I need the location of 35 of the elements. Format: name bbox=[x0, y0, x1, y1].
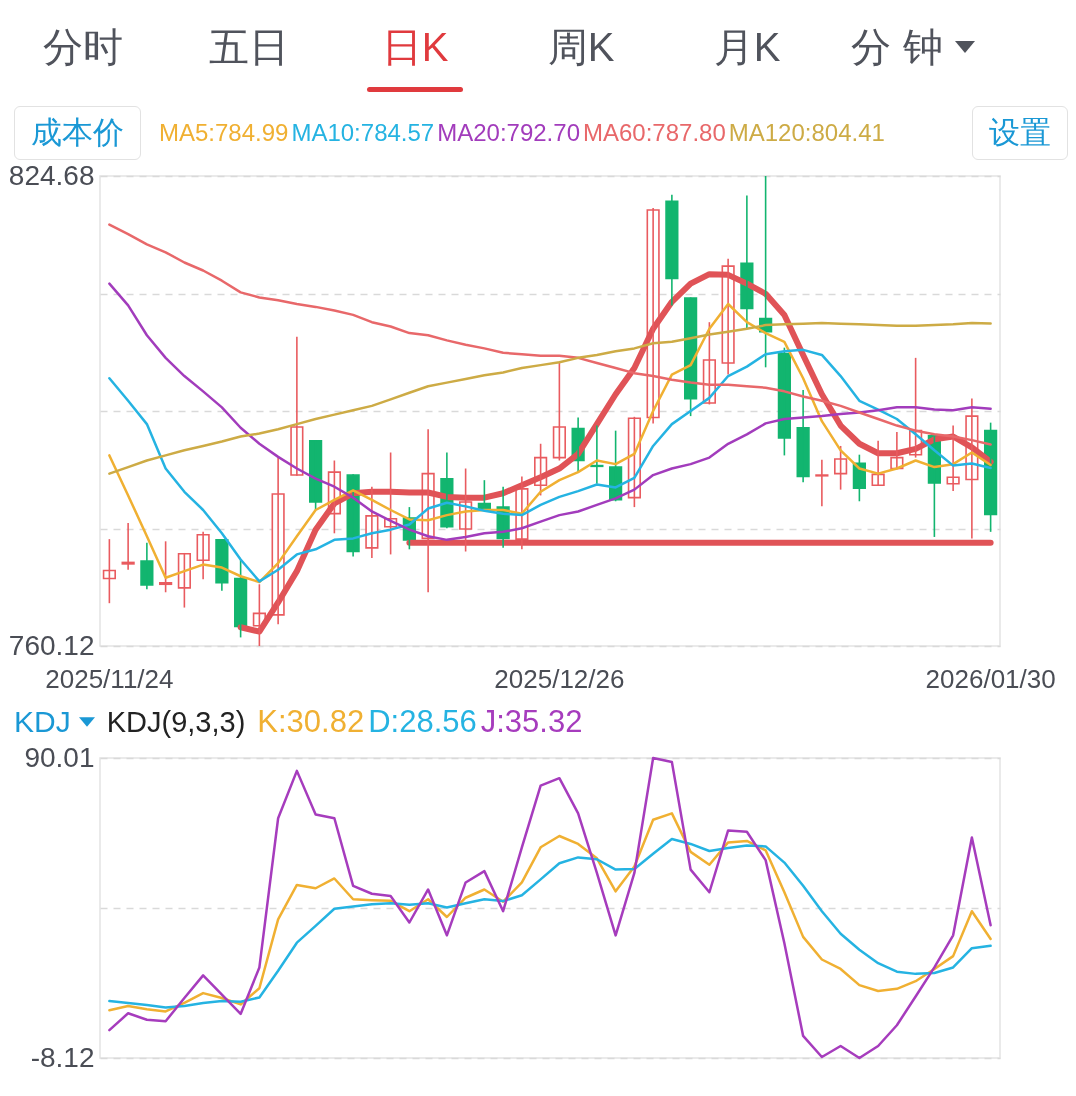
y-tick-label: 760.12 bbox=[8, 629, 95, 661]
text: MA5:784.99 bbox=[159, 119, 289, 147]
category-label: 分 钟 bbox=[851, 23, 943, 71]
category-label: 周K bbox=[547, 23, 615, 71]
x-tick-label: 2025/12/26 bbox=[494, 663, 625, 694]
y-tick-label: 824.68 bbox=[8, 159, 95, 191]
category-label: 月K bbox=[713, 23, 781, 71]
series-label: J:35.32 bbox=[480, 704, 583, 740]
chart-title: KDJ bbox=[14, 705, 71, 739]
x-tick-label: 2026/01/30 bbox=[925, 663, 1056, 694]
candlestick bbox=[159, 540, 173, 594]
candlestick bbox=[815, 458, 829, 508]
line-series bbox=[108, 223, 992, 446]
button: 成本价 bbox=[14, 106, 141, 160]
line-series bbox=[108, 282, 992, 542]
line-series bbox=[108, 756, 992, 1060]
text: K:30.82 bbox=[257, 704, 365, 740]
candlestick bbox=[946, 424, 960, 492]
y-tick-label: -8.12 bbox=[30, 1041, 95, 1073]
line-series bbox=[108, 302, 992, 584]
text: D:28.56 bbox=[368, 704, 477, 740]
category-label: 日K bbox=[381, 23, 449, 71]
button: 设置 bbox=[972, 106, 1068, 160]
line-series bbox=[108, 348, 992, 583]
text: MA20:792.70 bbox=[437, 119, 580, 147]
text: MA10:784.57 bbox=[291, 119, 435, 147]
y-tick-label: 90.01 bbox=[24, 741, 95, 773]
text: MA60:787.80 bbox=[582, 119, 726, 147]
text: MA120:804.41 bbox=[728, 119, 885, 147]
chart-subtitle: KDJ(9,3,3) bbox=[106, 705, 246, 739]
x-tick-label: 2025/11/24 bbox=[45, 663, 174, 694]
candlestick bbox=[552, 360, 566, 462]
category-label: 分时 bbox=[43, 23, 123, 71]
candlestick bbox=[834, 445, 848, 491]
category-label: 五日 bbox=[209, 23, 289, 71]
